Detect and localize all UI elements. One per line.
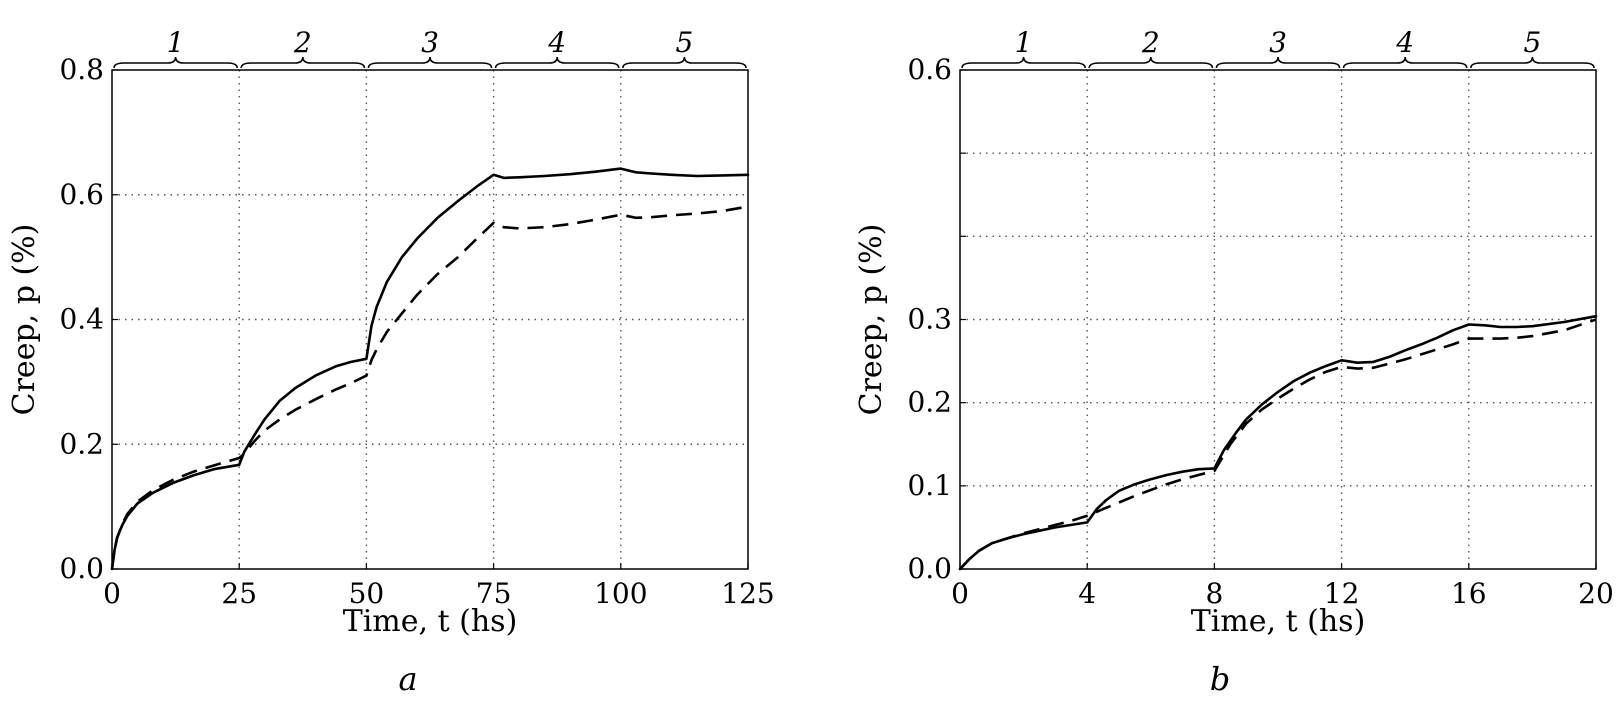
stage-label: 2 [293,26,312,59]
x-tick-label: 75 [476,577,512,610]
y-tick-label: 0.0 [907,552,952,585]
stage-brace [1215,56,1341,69]
x-axis-label: Time, t (hs) [1191,604,1366,639]
stage-label: 1 [167,26,185,59]
stage-label: 2 [1141,26,1160,59]
stage-label: 4 [1395,26,1414,59]
stage-label: 4 [547,26,566,59]
stage-label: 1 [1015,26,1033,59]
y-tick-label: 0.2 [59,427,104,460]
x-tick-label: 0 [103,577,121,610]
stage-brace [1470,56,1595,69]
stage-label: 5 [1523,26,1541,59]
x-tick-label: 4 [1078,577,1096,610]
x-tick-label: 25 [221,577,257,610]
stage-brace [367,56,493,69]
y-tick-label: 0.1 [907,469,952,502]
stage-brace [240,56,366,69]
y-axis-label: Creep, p (%) [7,224,42,416]
panel-label: a [398,660,417,698]
panel-label: b [1210,660,1230,698]
stage-brace [622,56,747,69]
y-tick-label: 0.3 [907,303,952,336]
y-tick-label: 0.6 [907,53,952,86]
stage-label: 3 [1269,26,1287,59]
x-axis-label: Time, t (hs) [343,604,518,639]
x-tick-label: 12 [1324,577,1360,610]
y-tick-label: 0.4 [59,303,104,336]
x-tick-label: 100 [594,577,647,610]
stage-label: 5 [675,26,693,59]
x-tick-label: 50 [349,577,385,610]
x-tick-label: 0 [951,577,969,610]
x-tick-label: 8 [1205,577,1223,610]
y-tick-label: 0.0 [59,552,104,585]
stage-brace [113,56,238,69]
stage-label: 3 [421,26,439,59]
stage-brace [494,56,620,69]
stage-brace [1088,56,1214,69]
series-line-dashed [959,318,1597,570]
y-tick-label: 0.6 [59,178,104,211]
x-tick-label: 125 [721,577,774,610]
x-tick-label: 20 [1578,577,1614,610]
x-tick-label: 16 [1451,577,1487,610]
series-line-solid [110,167,750,571]
stage-brace [1342,56,1468,69]
y-tick-label: 0.8 [59,53,104,86]
series-line-solid [958,314,1598,571]
y-tick-label: 0.2 [907,386,952,419]
stage-brace [961,56,1086,69]
series-line-dashed [110,205,749,570]
y-axis-label: Creep, p (%) [854,224,889,416]
